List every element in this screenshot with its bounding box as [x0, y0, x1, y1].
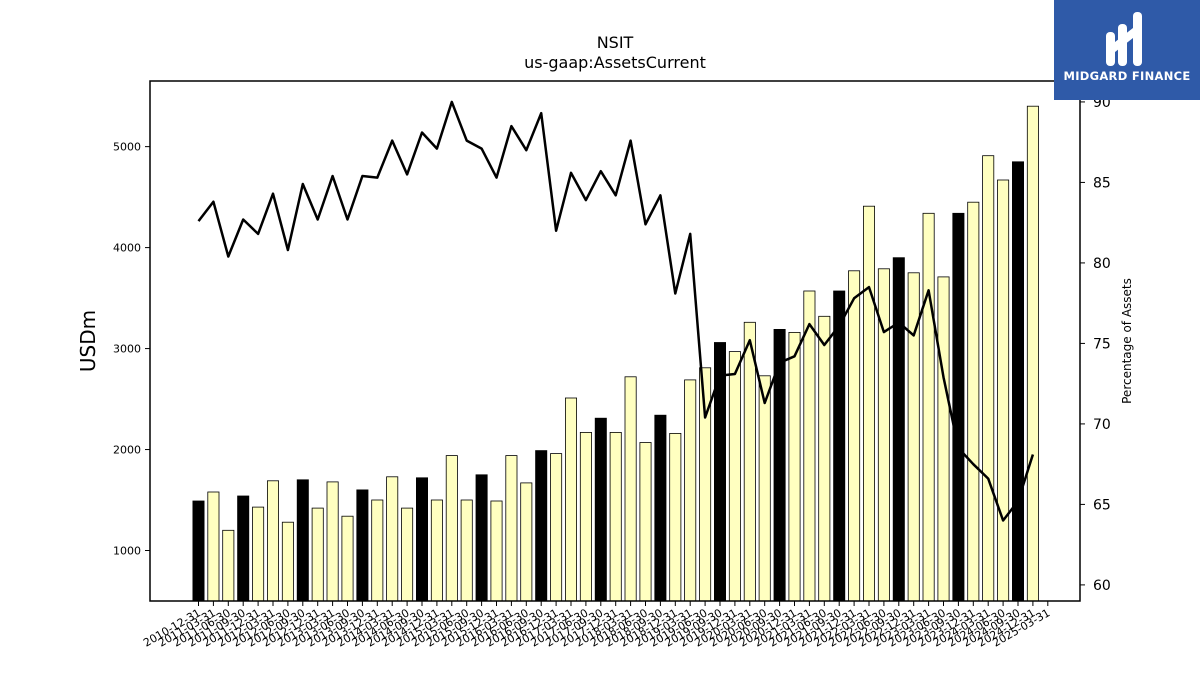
bar: [788, 331, 801, 602]
line-layer: [197, 100, 1035, 522]
chart-title: NSIT: [597, 33, 634, 52]
bar: [669, 432, 682, 602]
bar: [430, 499, 443, 602]
bar: [371, 499, 384, 602]
bar: [207, 491, 220, 602]
y-tick-label: 4000: [113, 242, 141, 255]
bar: [415, 477, 428, 602]
bar: [967, 201, 980, 602]
bar: [818, 315, 831, 602]
y-axis: 1000 2000 3000 4000 5000: [113, 141, 150, 558]
bar: [654, 414, 667, 602]
bar: [341, 515, 354, 602]
chart-subtitle: us-gaap:AssetsCurrent: [524, 53, 706, 72]
bar: [401, 507, 414, 602]
bar: [639, 442, 652, 602]
bar: [252, 506, 265, 602]
bar: [714, 342, 727, 602]
logo-mark-icon: [1106, 12, 1142, 66]
bar: [952, 212, 965, 602]
bar: [833, 290, 846, 602]
y-tick-label: 3000: [113, 343, 141, 356]
bar: [490, 500, 503, 602]
y-tick-label: 5000: [113, 141, 141, 154]
bar: [624, 376, 637, 602]
bar: [475, 474, 488, 602]
percentage-line: [197, 100, 1035, 522]
bar: [997, 179, 1010, 602]
bar: [1026, 105, 1039, 602]
y2-tick-label: 65: [1093, 497, 1111, 513]
bar: [982, 155, 995, 602]
bar: [728, 351, 741, 602]
midgard-finance-logo: MIDGARD FINANCE: [1054, 0, 1200, 100]
bar: [892, 257, 905, 602]
y-tick-label: 2000: [113, 444, 141, 457]
y-tick-label: 1000: [113, 545, 141, 558]
bars-layer: [192, 105, 1039, 602]
plot-frame: [149, 80, 1081, 602]
bar: [922, 212, 935, 602]
bar: [848, 270, 861, 602]
bar: [505, 455, 518, 602]
x-axis: 2010-12-312011-03-312011-06-302011-09-30…: [141, 601, 1052, 650]
logo-text: MIDGARD FINANCE: [1063, 69, 1191, 83]
bar: [535, 450, 548, 602]
bar: [192, 500, 205, 602]
bar: [743, 321, 756, 602]
bar: [326, 481, 339, 602]
bar: [356, 489, 369, 602]
y2-tick-label: 80: [1093, 256, 1111, 272]
bar: [550, 453, 563, 602]
bar: [386, 476, 399, 602]
y2-axis-label: Percentage of Assets: [1120, 278, 1134, 404]
bar: [684, 379, 697, 602]
bar: [296, 479, 309, 602]
bar: [311, 507, 324, 602]
bar: [594, 417, 607, 602]
bar: [803, 290, 816, 602]
y2-tick-label: 85: [1093, 175, 1111, 191]
bar: [520, 482, 533, 602]
y2-tick-label: 75: [1093, 336, 1111, 352]
bar: [222, 529, 235, 602]
bar: [281, 521, 294, 602]
bar: [609, 431, 622, 602]
bar: [445, 455, 458, 602]
bar: [579, 431, 592, 602]
bar: [863, 205, 876, 602]
bar: [758, 375, 771, 602]
bar: [237, 495, 250, 602]
bar: [460, 499, 473, 602]
bar: [937, 276, 950, 602]
y-axis-label: USDm: [76, 310, 100, 372]
bar: [565, 397, 578, 602]
y2-tick-label: 70: [1093, 417, 1111, 433]
y2-tick-label: 60: [1093, 578, 1111, 594]
bar: [266, 480, 279, 602]
bar: [1012, 161, 1025, 602]
